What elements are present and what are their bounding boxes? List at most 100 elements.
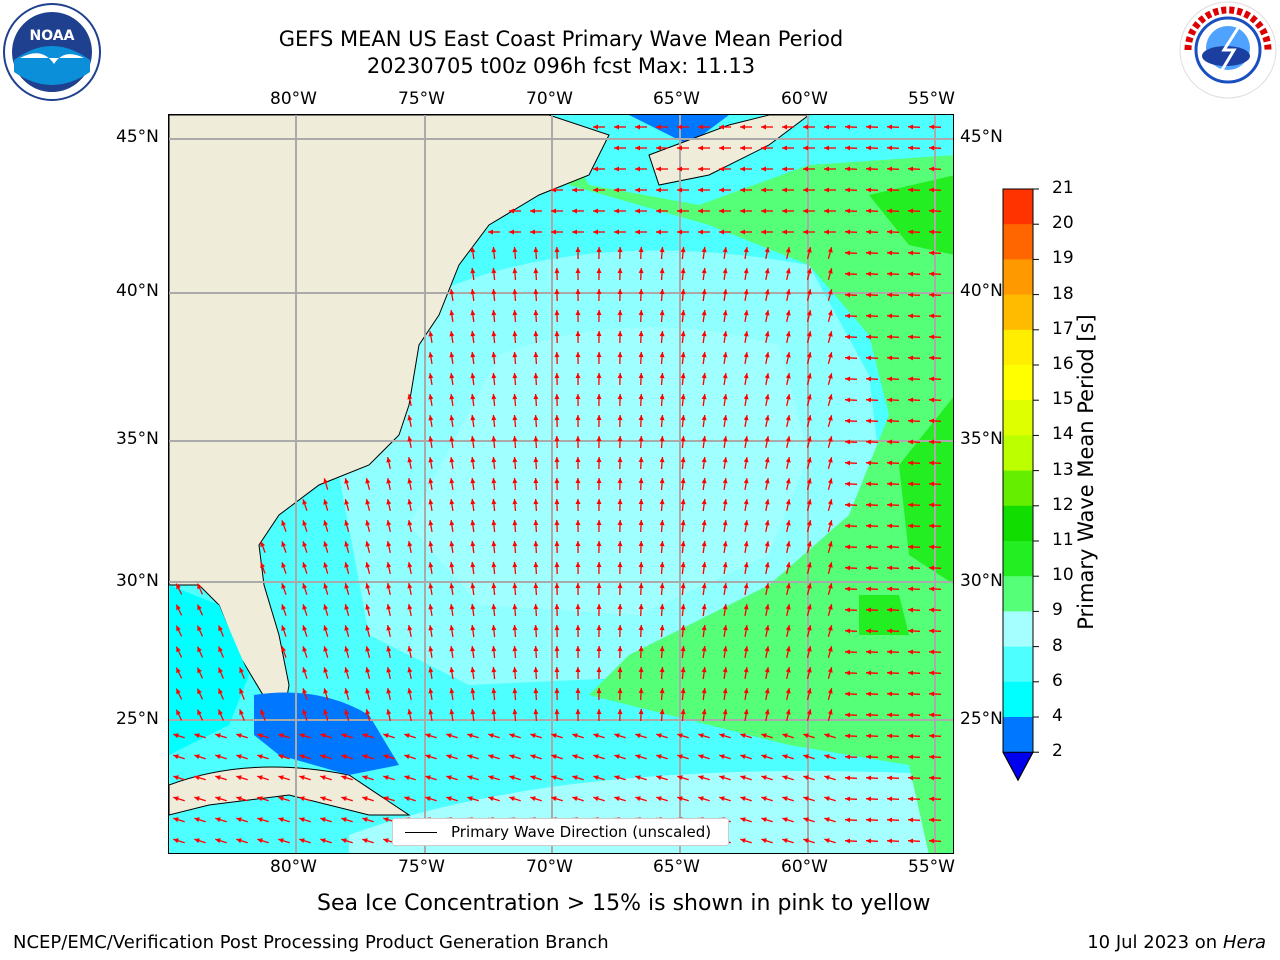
wave-direction-arrowhead <box>470 310 476 316</box>
lat-label-right: 25°N <box>960 709 1003 729</box>
wave-direction-arrowhead <box>572 208 577 214</box>
wave-direction-arrowhead <box>257 817 263 823</box>
wave-direction-arrowhead <box>845 754 851 760</box>
wave-direction-arrowhead <box>764 541 770 547</box>
wave-direction-arrowhead <box>572 754 578 760</box>
wave-direction-arrowhead <box>554 562 560 568</box>
wave-direction-arrowhead <box>194 817 200 823</box>
wave-direction-arrowhead <box>362 775 368 781</box>
wave-direction-arrowhead <box>761 208 766 214</box>
wave-direction-arrowhead <box>845 628 851 634</box>
wave-direction-arrowhead <box>866 502 872 508</box>
wave-direction-arrowhead <box>887 544 893 550</box>
lon-label-top: 60°W <box>781 89 828 109</box>
lat-label-left: 45°N <box>116 127 159 147</box>
wave-direction-arrowhead <box>551 796 557 802</box>
wave-direction-arrowhead <box>512 331 518 337</box>
wave-direction-arrowhead <box>866 229 872 235</box>
wave-direction-arrowhead <box>386 499 392 505</box>
wave-direction-arrowhead <box>617 436 623 442</box>
wave-direction-arrowhead <box>491 625 497 631</box>
wave-direction-arrowhead <box>530 733 536 739</box>
wave-direction-arrowhead <box>887 208 893 214</box>
wave-direction-arrowhead <box>677 124 682 130</box>
wave-direction-arrowhead <box>680 415 686 421</box>
wave-direction-arrowhead <box>638 457 644 463</box>
wave-direction-arrowhead <box>614 145 619 151</box>
wave-direction-arrowhead <box>425 775 431 781</box>
wave-direction-arrowhead <box>299 733 305 739</box>
wave-direction-arrowhead <box>617 373 623 379</box>
wave-direction-arrowhead <box>362 754 368 760</box>
wave-direction-arrowhead <box>887 775 893 781</box>
wave-direction-arrowhead <box>656 145 661 151</box>
wave-direction-arrowhead <box>491 373 497 379</box>
wave-direction-arrowhead <box>575 373 581 378</box>
wave-direction-arrowhead <box>929 754 935 760</box>
wave-direction-arrowhead <box>887 796 893 802</box>
wave-direction-arrowhead <box>827 541 833 547</box>
wave-direction-arrowhead <box>743 709 749 715</box>
wave-direction-arrowhead <box>701 541 707 547</box>
wave-direction-arrowhead <box>743 331 749 337</box>
wave-direction-arrowhead <box>551 733 557 739</box>
wave-direction-arrowhead <box>740 208 745 214</box>
wave-direction-arrowhead <box>260 541 265 547</box>
wave-direction-arrowhead <box>659 373 665 379</box>
wave-direction-arrowhead <box>176 604 181 611</box>
wave-direction-arrowhead <box>743 625 749 631</box>
wave-direction-arrowhead <box>572 229 577 235</box>
wave-direction-arrowhead <box>701 499 707 505</box>
wave-direction-arrowhead <box>701 268 707 274</box>
wave-direction-arrowhead <box>218 709 223 716</box>
wave-direction-arrowhead <box>425 754 431 760</box>
wave-direction-arrowhead <box>575 247 581 252</box>
wave-direction-arrowhead <box>908 208 914 214</box>
wave-direction-arrowhead <box>698 187 703 193</box>
wave-direction-arrowhead <box>365 541 371 547</box>
lon-label-bottom: 55°W <box>908 857 955 877</box>
wave-direction-arrowhead <box>806 457 812 463</box>
wave-direction-arrowhead <box>866 691 872 697</box>
wave-direction-arrowhead <box>428 625 434 631</box>
wave-direction-arrowhead <box>512 625 518 631</box>
wave-direction-arrowhead <box>656 187 661 193</box>
wave-direction-arrowhead <box>428 541 434 547</box>
wave-direction-arrowhead <box>866 775 872 781</box>
wave-direction-arrowhead <box>722 352 728 358</box>
wave-direction-arrowhead <box>701 394 707 400</box>
wave-direction-arrowhead <box>764 688 770 694</box>
wave-direction-arrowhead <box>701 310 707 316</box>
wave-direction-arrowhead <box>593 187 598 193</box>
wave-direction-arrowhead <box>929 502 935 508</box>
wave-direction-arrowhead <box>386 625 392 631</box>
wave-direction-arrowhead <box>827 562 833 568</box>
wave-direction-arrowhead <box>929 733 935 739</box>
wave-direction-arrowhead <box>701 583 707 589</box>
wave-direction-arrowhead <box>908 754 914 760</box>
wave-direction-arrowhead <box>614 733 620 739</box>
wave-direction-arrowhead <box>176 583 181 590</box>
wave-direction-arrowhead <box>173 754 179 760</box>
wave-direction-arrowhead <box>845 397 851 403</box>
wave-direction-arrowhead <box>257 796 263 802</box>
wave-direction-arrowhead <box>824 796 830 802</box>
wave-direction-arrowhead <box>845 523 851 529</box>
wave-direction-arrowhead <box>407 688 413 694</box>
wave-direction-arrowhead <box>743 247 749 253</box>
wave-direction-arrowhead <box>617 310 623 316</box>
wave-direction-arrowhead <box>887 628 893 634</box>
wave-direction-arrowhead <box>176 667 181 674</box>
wave-direction-arrowhead <box>281 541 286 547</box>
wave-direction-arrowhead <box>302 709 308 715</box>
wave-direction-arrowhead <box>596 688 602 693</box>
lon-label-top: 80°W <box>270 89 317 109</box>
wave-direction-arrowhead <box>887 649 893 655</box>
wave-direction-arrowhead <box>680 247 686 253</box>
wave-direction-arrowhead <box>908 670 914 676</box>
wave-direction-arrowhead <box>866 334 872 340</box>
wave-direction-arrowhead <box>635 733 641 739</box>
wave-direction-arrowhead <box>887 712 893 718</box>
wave-direction-arrowhead <box>824 775 830 781</box>
colorbar-tick-label: 6 <box>1052 670 1063 691</box>
